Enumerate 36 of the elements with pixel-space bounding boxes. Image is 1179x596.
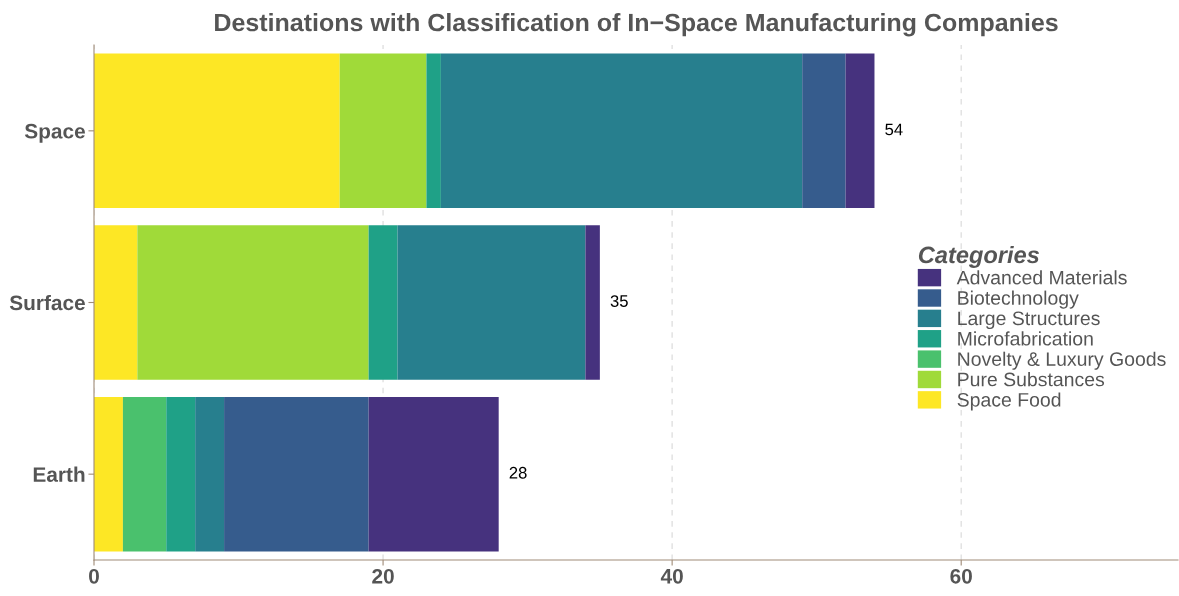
legend-label: Large Structures	[958, 311, 1100, 330]
bar	[845, 53, 875, 209]
legend-title: Categories	[918, 245, 1040, 268]
bar	[224, 396, 369, 552]
bar	[94, 53, 340, 209]
y-tick-label: Earth	[33, 466, 85, 482]
legend-label: Biotechnology	[958, 290, 1079, 309]
y-tick-label: Surface	[9, 294, 85, 311]
bar	[368, 396, 499, 552]
total-label: 54	[885, 123, 903, 136]
x-tick-label: 40	[660, 568, 683, 584]
bar	[397, 225, 586, 380]
bar	[94, 396, 123, 552]
x-tick-label: 0	[89, 568, 99, 584]
total-label: 28	[509, 466, 527, 479]
legend-label: Advanced Materials	[956, 270, 1127, 285]
bar	[339, 53, 427, 209]
legend-label: Novelty & Luxury Goods	[958, 351, 1166, 370]
x-tick-label: 60	[950, 568, 972, 584]
bar	[137, 225, 369, 380]
bar	[94, 225, 138, 380]
legend-label: Pure Substances	[958, 372, 1105, 387]
bar	[166, 396, 196, 552]
bar	[122, 396, 167, 552]
chart-title: Destinations with Classification of In−Space Manufacturing Companies	[215, 12, 1058, 37]
bar	[426, 53, 441, 209]
bar	[585, 225, 600, 380]
bar	[802, 53, 846, 209]
bar	[440, 53, 803, 209]
x-tick-label: 20	[372, 568, 394, 584]
legend-label: Space Food	[957, 392, 1061, 411]
bar	[195, 396, 225, 552]
bar	[368, 225, 398, 380]
y-tick-label: Space	[24, 123, 85, 143]
legend-label: Microfabrication	[958, 331, 1093, 346]
total-label: 35	[610, 295, 628, 307]
